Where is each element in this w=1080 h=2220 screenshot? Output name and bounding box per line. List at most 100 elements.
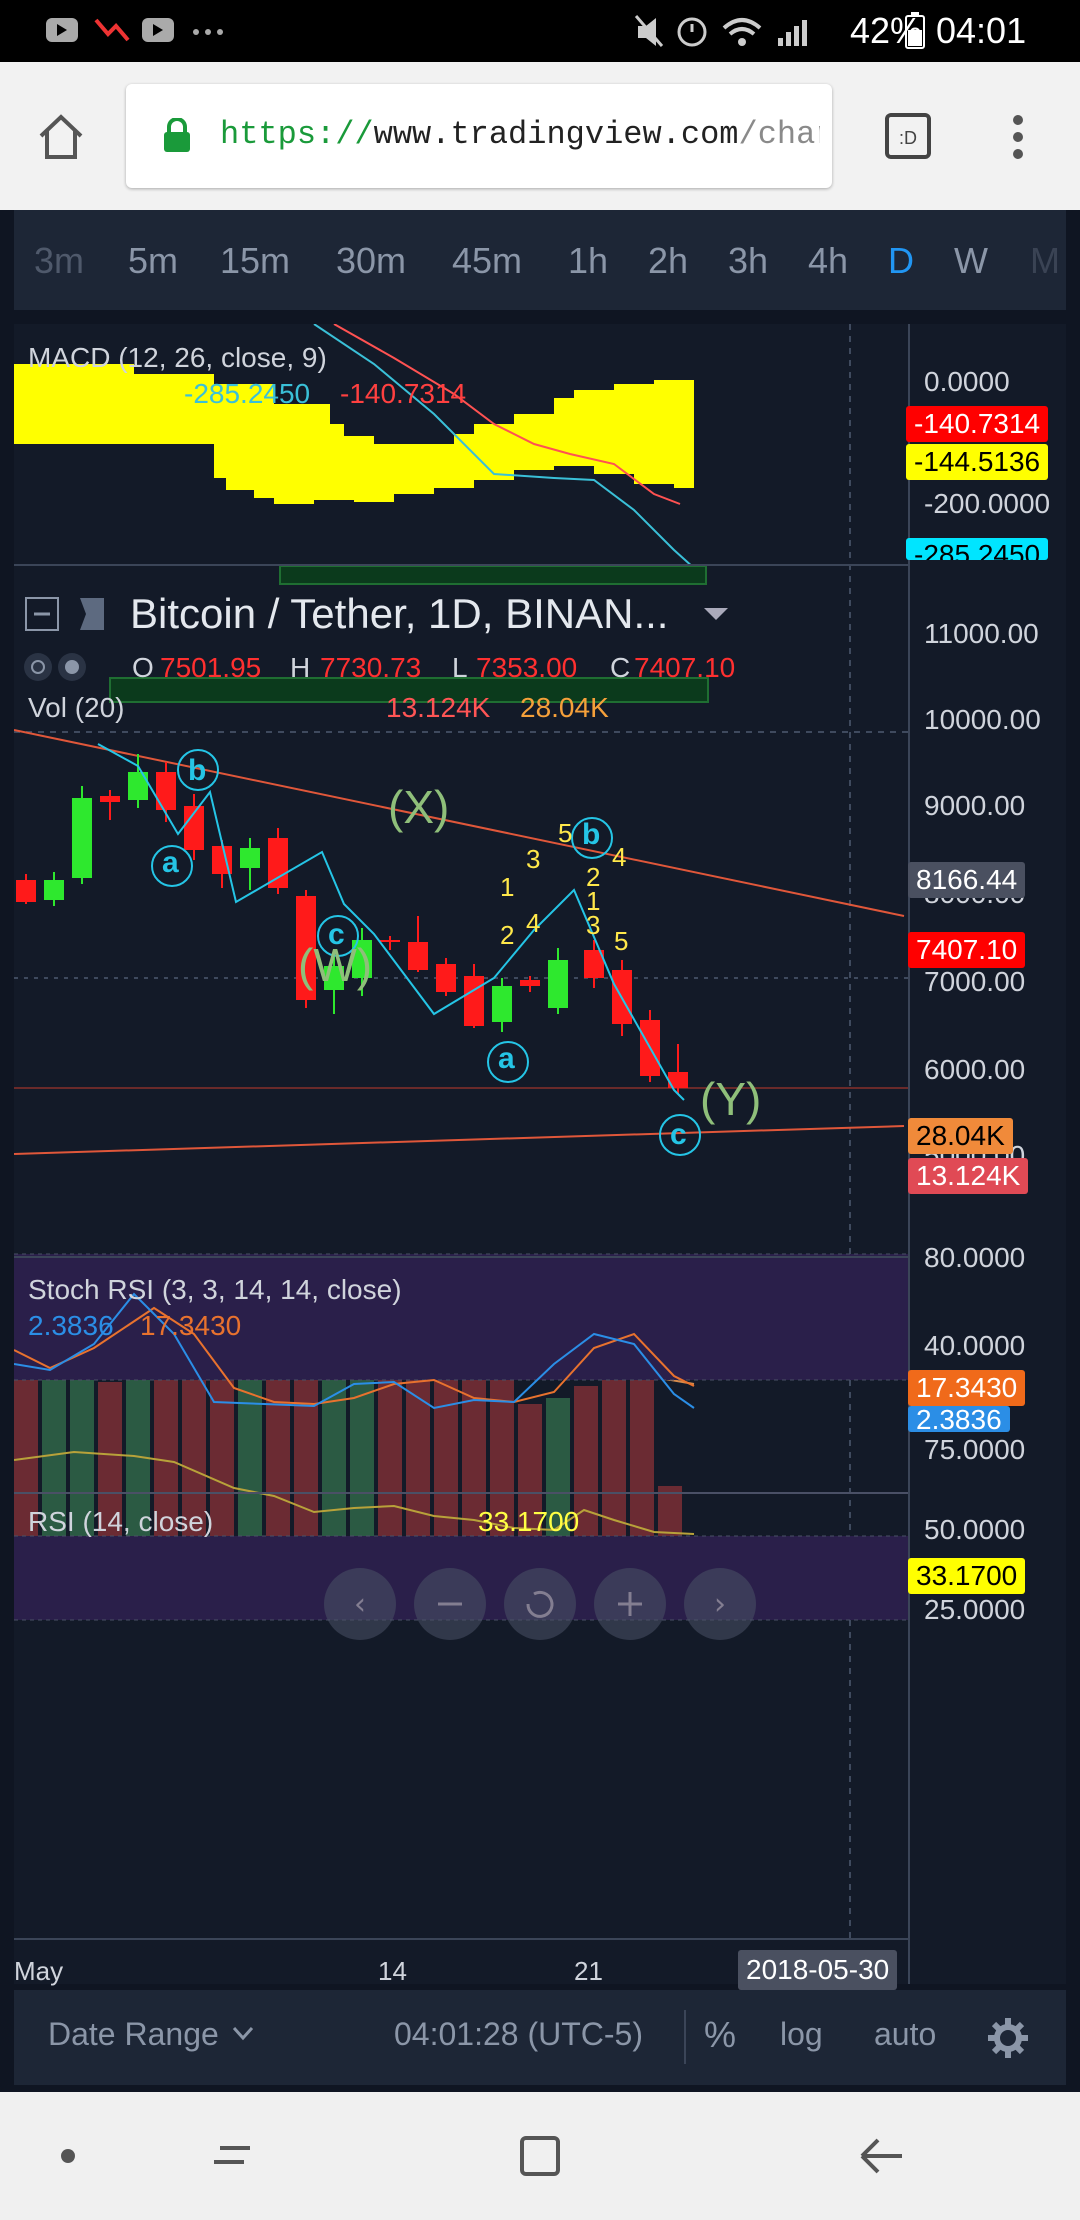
dot-icon bbox=[61, 2149, 75, 2163]
date-range-button[interactable]: Date Range bbox=[48, 2016, 219, 2052]
interval-2h[interactable]: 2h bbox=[648, 240, 689, 281]
macd-line bbox=[313, 324, 695, 569]
recents-icon bbox=[214, 2146, 250, 2164]
rsi-axis-25: 25.0000 bbox=[924, 1594, 1026, 1625]
stoch-d-line bbox=[14, 1306, 695, 1406]
symbol-flag-icon bbox=[80, 598, 104, 630]
wave-num-4: 4 bbox=[526, 908, 541, 938]
wave-num-2: 2 bbox=[500, 920, 515, 950]
price-axis-border bbox=[908, 324, 910, 1984]
reset-button bbox=[504, 1568, 576, 1640]
macd-label[interactable]: MACD (12, 26, close, 9) bbox=[28, 342, 327, 373]
chevron-down-icon[interactable] bbox=[702, 606, 730, 624]
nav-buttons bbox=[61, 2136, 902, 2176]
rsi-label[interactable]: RSI (14, close) bbox=[28, 1506, 214, 1537]
wave-label-a: a bbox=[162, 846, 179, 879]
interval-30m[interactable]: 30m bbox=[336, 240, 407, 281]
symbol-title[interactable]: Bitcoin / Tether, 1D, BINAN... bbox=[130, 590, 669, 637]
macd-tag-1: -140.7314 bbox=[906, 406, 1049, 442]
wave-num-3b: 3 bbox=[586, 910, 601, 940]
wave-num-2b: 2 bbox=[586, 862, 601, 892]
ohlc-c-label: C bbox=[610, 652, 631, 683]
macd-value-1: -144.5136 bbox=[28, 378, 155, 409]
chart-bottom-toolbar: Date Range 04:01:28 (UTC-5) % log auto bbox=[14, 1990, 1066, 2085]
rsi-axis-50: 50.0000 bbox=[924, 1514, 1026, 1545]
wave-label-w: (W) bbox=[298, 939, 373, 991]
interval-4h[interactable]: 4h bbox=[808, 240, 849, 281]
percent-scale-toggle[interactable]: % bbox=[704, 2014, 737, 2055]
home-square-icon bbox=[520, 2136, 560, 2176]
system-icons bbox=[634, 15, 807, 47]
ohlc-l-label: L bbox=[452, 652, 468, 683]
stoch-rsi-label[interactable]: Stoch RSI (3, 3, 14, 14, close) bbox=[28, 1274, 402, 1305]
stoch-d-value: 17.3430 bbox=[140, 1310, 242, 1341]
price-axis-11000: 11000.00 bbox=[924, 618, 1039, 649]
macd-axis-0: 0.0000 bbox=[924, 366, 1010, 397]
more-menu-icon[interactable] bbox=[1006, 112, 1030, 162]
scroll-left-button bbox=[324, 1568, 396, 1640]
support-trendline bbox=[14, 1125, 905, 1155]
wave-label-a-2: a bbox=[498, 1042, 515, 1075]
rsi-axis-75: 75.0000 bbox=[924, 1434, 1026, 1465]
home-icon[interactable] bbox=[36, 112, 86, 162]
interval-d[interactable]: D bbox=[888, 240, 914, 281]
url-bar[interactable]: https://www.tradingview.com/chart/qlKy bbox=[126, 84, 832, 188]
macd-histogram bbox=[14, 364, 694, 504]
auto-scale-toggle[interactable]: auto bbox=[874, 2016, 937, 2052]
svg-text:›: › bbox=[714, 1587, 726, 1622]
resistance-trendline bbox=[14, 729, 905, 917]
desktop-view-icon[interactable]: :D bbox=[884, 112, 932, 160]
gear-icon bbox=[65, 660, 79, 674]
interval-5m[interactable]: 5m bbox=[128, 240, 179, 281]
rsi-tag: 33.1700 bbox=[908, 1558, 1026, 1594]
ohlc-close: 7407.10 bbox=[634, 652, 736, 683]
back-icon bbox=[860, 2138, 902, 2174]
volume-value-2: 28.04K bbox=[520, 692, 609, 723]
crosshair-price-tag: 8166.44 bbox=[908, 862, 1026, 898]
gear-icon[interactable] bbox=[986, 2016, 1030, 2060]
price-axis-10000: 10000.00 bbox=[924, 704, 1041, 735]
crosshair-date-tag: 2018-05-30 bbox=[738, 1950, 898, 1990]
chart-canvas[interactable] bbox=[14, 324, 1066, 1984]
volume-label[interactable]: Vol (20) bbox=[28, 692, 125, 723]
volume-ma-tag: 28.04K bbox=[908, 1118, 1013, 1154]
wave-label-c-2: c bbox=[670, 1118, 687, 1151]
chart-clock: 04:01:28 (UTC-5) bbox=[394, 2016, 643, 2052]
wave-label-y: (Y) bbox=[700, 1073, 762, 1125]
system-nav-bar bbox=[0, 2092, 1080, 2220]
ohlc-high: 7730.73 bbox=[320, 652, 422, 683]
url-text: https://www.tradingview.com/chart/qlKy bbox=[220, 116, 820, 153]
interval-m[interactable]: M bbox=[1030, 240, 1060, 281]
wave-label-b: b bbox=[188, 754, 207, 787]
macd-tag-3: -285.2450 bbox=[906, 538, 1049, 560]
rsi-value: 33.1700 bbox=[478, 1506, 580, 1537]
stoch-k-tag: 2.3836 bbox=[908, 1406, 1010, 1434]
browser-toolbar: https://www.tradingview.com/chart/qlKy :… bbox=[0, 62, 1080, 210]
svg-text::D: :D bbox=[899, 128, 917, 148]
interval-toolbar: 3m 5m 15m 30m 45m 1h 2h 3h 4h D W M bbox=[14, 210, 1066, 310]
interval-1h[interactable]: 1h bbox=[568, 240, 609, 281]
wave-label-b-2: b bbox=[582, 818, 601, 851]
interval-45m[interactable]: 45m bbox=[452, 240, 523, 281]
eye-icon bbox=[31, 660, 45, 674]
macd-axis-1: -200.0000 bbox=[924, 488, 1051, 519]
interval-3h[interactable]: 3h bbox=[728, 240, 769, 281]
price-axis-6000: 6000.00 bbox=[924, 1054, 1026, 1085]
notification-icons bbox=[46, 18, 223, 42]
interval-15m[interactable]: 15m bbox=[220, 240, 291, 281]
legend-settings[interactable] bbox=[20, 648, 90, 686]
macd-value-2: -285.2450 bbox=[184, 378, 311, 409]
interval-3m[interactable]: 3m bbox=[34, 240, 85, 281]
interval-w[interactable]: W bbox=[954, 240, 988, 281]
battery-icon bbox=[905, 12, 925, 49]
chart-navigation-controls: ‹ › bbox=[324, 1568, 756, 1640]
scroll-right-button bbox=[684, 1568, 756, 1640]
wave-num-5: 5 bbox=[558, 818, 573, 848]
wave-label-x: (X) bbox=[388, 781, 450, 833]
candles bbox=[16, 754, 688, 1094]
time-axis-14: 14 bbox=[378, 1956, 407, 1986]
chart-area[interactable]: MACD (12, 26, close, 9) -144.5136 -285.2… bbox=[14, 324, 1066, 1990]
wave-num-3: 3 bbox=[526, 844, 541, 874]
log-scale-toggle[interactable]: log bbox=[780, 2016, 823, 2052]
toolbar-divider bbox=[684, 2010, 686, 2064]
